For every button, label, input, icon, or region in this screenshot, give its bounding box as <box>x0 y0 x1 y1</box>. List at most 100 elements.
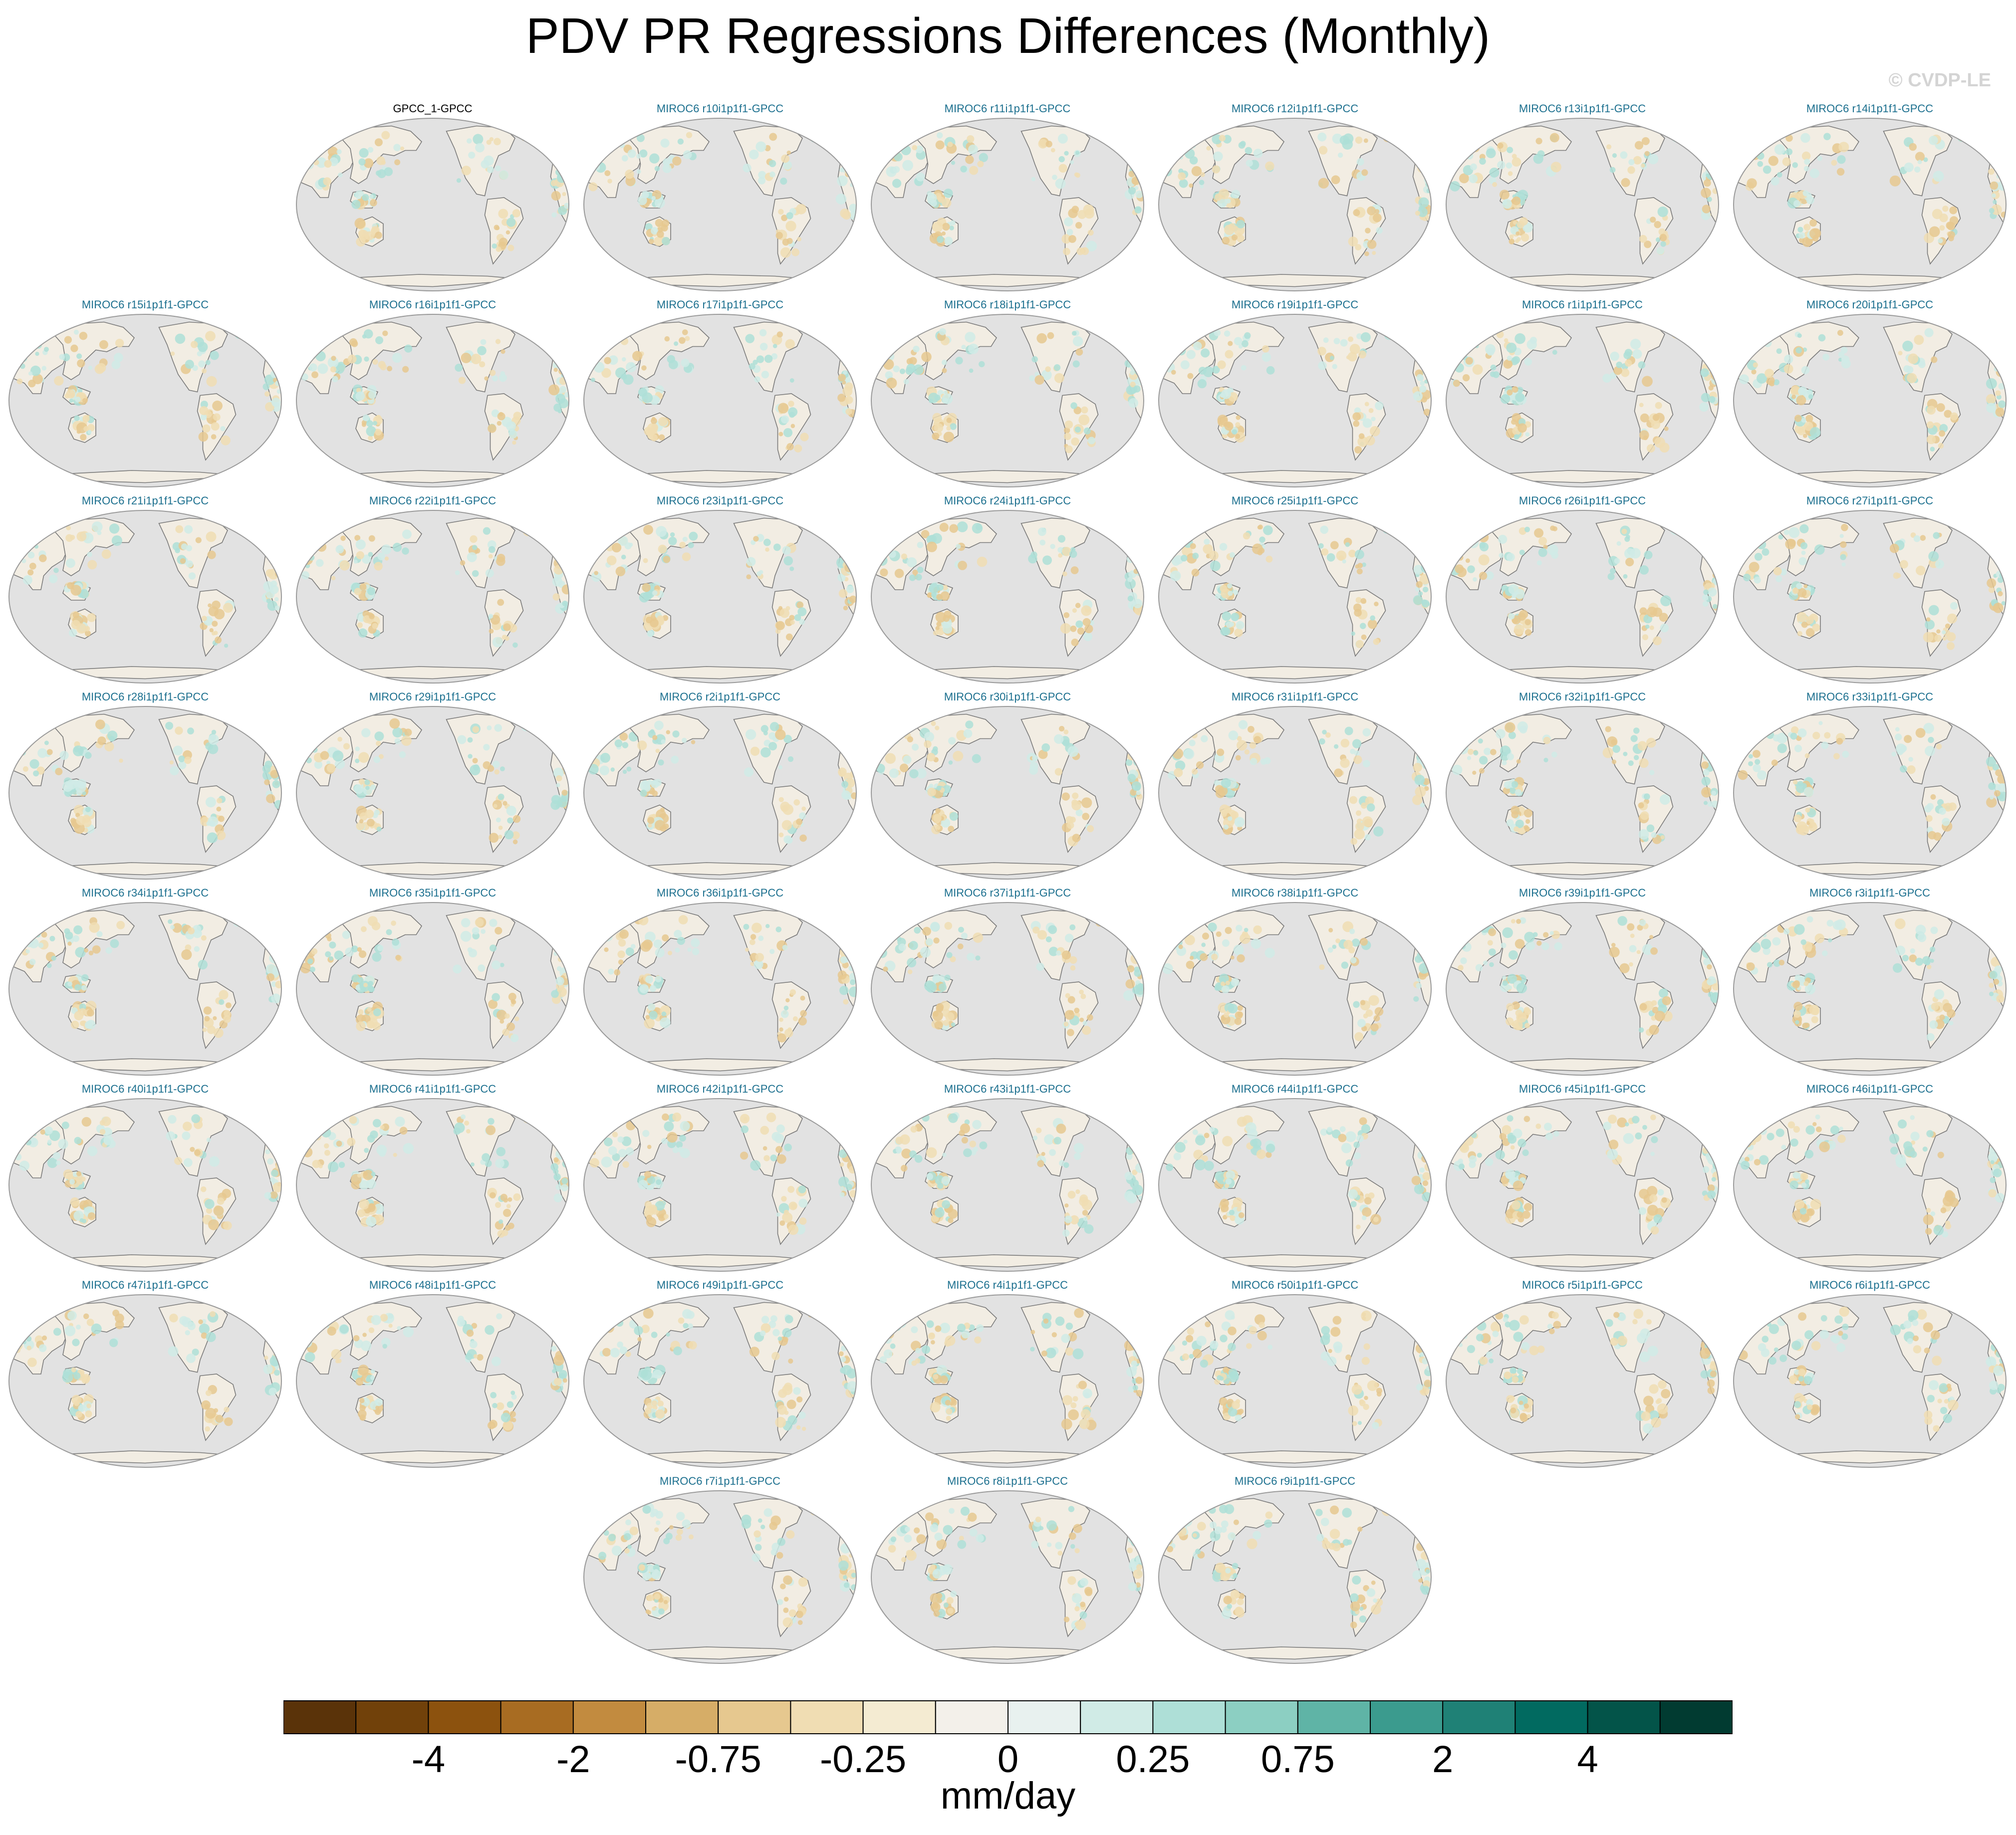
anomaly-patch <box>377 169 386 179</box>
anomaly-patch <box>769 171 775 178</box>
anomaly-patch <box>1616 361 1623 368</box>
anomaly-patch <box>1973 326 1977 330</box>
anomaly-patch <box>1373 638 1380 645</box>
anomaly-patch <box>649 1011 658 1020</box>
anomaly-patch <box>522 329 527 333</box>
anomaly-patch <box>1630 735 1638 742</box>
anomaly-patch <box>404 728 412 736</box>
anomaly-patch <box>1517 423 1527 433</box>
anomaly-patch <box>1060 623 1071 634</box>
map-panel: MIROC6 r16i1p1f1-GPCC <box>291 298 574 496</box>
anomaly-patch <box>368 552 373 557</box>
anomaly-patch <box>1070 965 1076 971</box>
anomaly-patch <box>1479 158 1486 165</box>
anomaly-patch <box>185 944 192 951</box>
anomaly-patch <box>301 571 310 580</box>
anomaly-patch <box>184 756 192 764</box>
anomaly-patch <box>402 547 409 555</box>
anomaly-patch <box>13 537 24 548</box>
anomaly-patch <box>642 583 651 592</box>
anomaly-patch <box>1361 562 1366 567</box>
anomaly-patch <box>359 950 367 958</box>
anomaly-patch <box>1633 156 1642 165</box>
anomaly-patch <box>1362 816 1373 827</box>
anomaly-patch <box>1069 550 1077 558</box>
anomaly-patch <box>245 913 252 920</box>
anomaly-patch <box>1128 171 1135 177</box>
anomaly-patch <box>932 432 940 440</box>
anomaly-patch <box>1620 151 1628 159</box>
anomaly-patch <box>1797 428 1805 436</box>
anomaly-patch <box>942 360 947 365</box>
anomaly-patch <box>1764 369 1774 378</box>
land-region <box>1094 320 1118 338</box>
map-border <box>296 118 569 291</box>
anomaly-patch <box>275 564 281 571</box>
anomaly-patch <box>889 768 899 778</box>
anomaly-patch <box>661 219 670 228</box>
anomaly-patch <box>965 155 974 164</box>
anomaly-patch <box>1802 236 1812 247</box>
anomaly-patch <box>662 934 669 941</box>
anomaly-patch <box>1388 722 1393 727</box>
anomaly-patch <box>1776 732 1788 744</box>
anomaly-patch <box>492 375 498 382</box>
anomaly-patch <box>1904 735 1912 743</box>
anomaly-patch <box>1488 928 1497 936</box>
panel-map <box>1158 314 1432 487</box>
anomaly-patch <box>1673 918 1681 926</box>
anomaly-patch <box>820 130 826 136</box>
anomaly-patch <box>1899 560 1908 569</box>
anomaly-patch <box>84 1021 93 1029</box>
anomaly-patch <box>1923 157 1928 162</box>
anomaly-patch <box>1679 521 1684 527</box>
anomaly-patch <box>1516 221 1524 229</box>
anomaly-patch <box>1683 716 1694 727</box>
anomaly-patch <box>956 544 961 549</box>
anomaly-patch <box>1794 415 1802 422</box>
anomaly-patch <box>749 149 759 160</box>
anomaly-patch <box>198 959 208 970</box>
map-panel: MIROC6 r36i1p1f1-GPCC <box>579 887 861 1084</box>
anomaly-patch <box>87 430 92 434</box>
anomaly-patch <box>486 140 492 145</box>
anomaly-patch <box>812 321 817 326</box>
anomaly-patch <box>16 729 26 738</box>
anomaly-patch <box>809 125 818 133</box>
anomaly-patch <box>775 621 785 631</box>
anomaly-patch <box>1199 180 1205 185</box>
anomaly-patch <box>367 1135 375 1143</box>
anomaly-patch <box>1389 130 1397 138</box>
anomaly-patch <box>1617 916 1627 926</box>
anomaly-patch <box>1512 196 1521 206</box>
anomaly-patch <box>1490 749 1497 755</box>
map-panel: MIROC6 r15i1p1f1-GPCC <box>4 298 286 496</box>
panel-title: MIROC6 r41i1p1f1-GPCC <box>369 1083 497 1095</box>
anomaly-patch <box>781 820 792 830</box>
anomaly-patch <box>172 923 182 933</box>
anomaly-patch <box>1611 759 1617 764</box>
anomaly-patch <box>1805 415 1813 423</box>
anomaly-patch <box>1917 933 1927 942</box>
anomaly-patch <box>1412 795 1423 805</box>
anomaly-patch <box>632 351 643 361</box>
anomaly-patch <box>101 549 111 559</box>
anomaly-patch <box>1547 544 1558 555</box>
anomaly-patch <box>316 157 327 168</box>
anomaly-patch <box>461 352 472 363</box>
anomaly-patch <box>1105 911 1114 919</box>
anomaly-patch <box>848 986 856 997</box>
anomaly-patch <box>1773 567 1782 576</box>
anomaly-patch <box>244 326 249 331</box>
anomaly-patch <box>811 125 816 130</box>
anomaly-patch <box>499 237 508 246</box>
panel-map <box>583 314 857 487</box>
anomaly-patch <box>1502 975 1507 980</box>
anomaly-patch <box>1776 348 1782 354</box>
anomaly-patch <box>1318 146 1328 155</box>
anomaly-patch <box>1499 190 1510 200</box>
anomaly-patch <box>1241 365 1247 371</box>
anomaly-patch <box>1490 371 1496 377</box>
anomaly-patch <box>751 540 756 545</box>
anomaly-patch <box>787 756 794 762</box>
